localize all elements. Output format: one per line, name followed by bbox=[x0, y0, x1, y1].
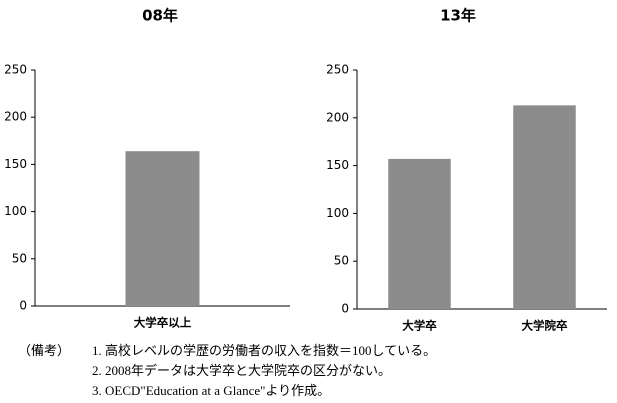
note-item: 2. 2008年データは大学卒と大学院卒の区分がない。 bbox=[92, 363, 391, 378]
bar bbox=[513, 105, 576, 309]
y-tick-label: 50 bbox=[12, 251, 27, 265]
bar bbox=[125, 151, 200, 306]
y-tick-label: 0 bbox=[341, 302, 349, 316]
y-tick-label: 0 bbox=[19, 299, 27, 313]
y-tick-label: 200 bbox=[326, 110, 349, 124]
y-tick-label: 100 bbox=[326, 206, 349, 220]
y-tick-label: 100 bbox=[4, 204, 27, 218]
y-tick-label: 250 bbox=[326, 63, 349, 77]
y-tick-label: 250 bbox=[4, 63, 27, 77]
note-item: 3. OECD"Education at a Glance"より作成。 bbox=[92, 383, 330, 398]
x-tick-label: 大学卒以上 bbox=[134, 316, 192, 330]
x-tick-label: 大学院卒 bbox=[522, 319, 568, 333]
x-tick-label: 大学卒 bbox=[402, 319, 437, 333]
bar bbox=[388, 158, 451, 309]
y-tick-label: 150 bbox=[326, 158, 349, 172]
chart-title: 13年 bbox=[440, 7, 476, 25]
y-tick-label: 200 bbox=[4, 110, 27, 124]
notes-label: （備考） bbox=[18, 343, 70, 358]
chart-title: 08年 bbox=[142, 7, 178, 25]
note-item: 1. 高校レベルの学歴の労働者の収入を指数＝100している。 bbox=[92, 343, 436, 358]
y-tick-label: 50 bbox=[334, 254, 349, 268]
y-tick-label: 150 bbox=[4, 157, 27, 171]
